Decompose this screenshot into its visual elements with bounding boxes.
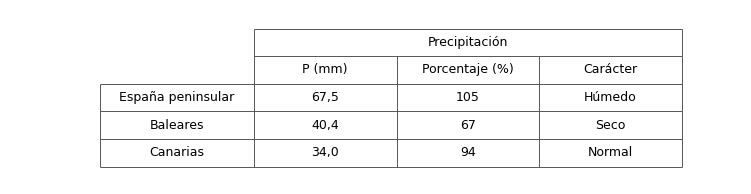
Text: Baleares: Baleares (149, 119, 204, 132)
Text: Porcentaje (%): Porcentaje (%) (422, 63, 514, 76)
Text: Seco: Seco (596, 119, 626, 132)
Text: Canarias: Canarias (149, 146, 204, 159)
Text: 40,4: 40,4 (312, 119, 339, 132)
Text: 94: 94 (460, 146, 475, 159)
Text: Carácter: Carácter (584, 63, 638, 76)
Text: 34,0: 34,0 (312, 146, 339, 159)
Text: P (mm): P (mm) (303, 63, 348, 76)
Text: 67: 67 (460, 119, 476, 132)
Text: Normal: Normal (588, 146, 633, 159)
Text: 105: 105 (456, 91, 480, 104)
Text: Precipitación: Precipitación (427, 36, 508, 49)
Text: Húmedo: Húmedo (584, 91, 637, 104)
Text: España peninsular: España peninsular (119, 91, 234, 104)
Text: 67,5: 67,5 (312, 91, 339, 104)
